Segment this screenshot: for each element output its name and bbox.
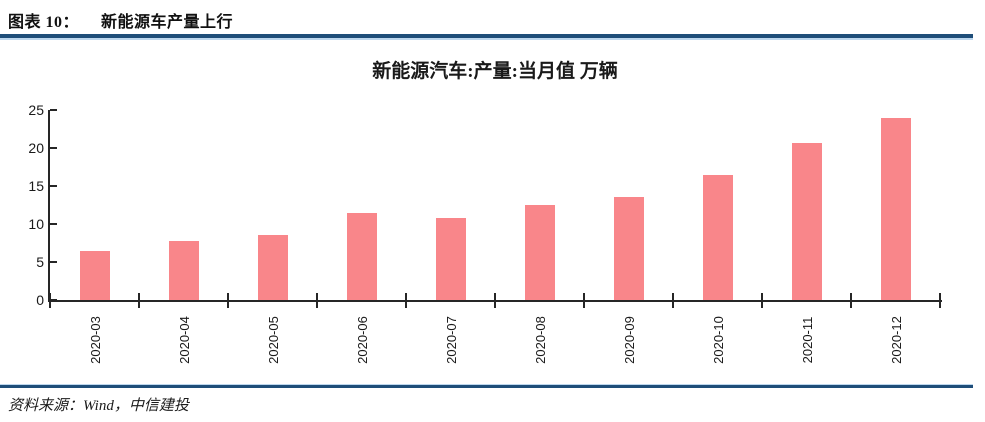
x-axis-label: 2020-09 xyxy=(621,316,636,364)
bar xyxy=(880,118,911,300)
x-axis-label: 2020-03 xyxy=(87,316,102,364)
x-axis-label: 2020-12 xyxy=(888,316,903,364)
bar xyxy=(791,142,822,300)
y-tick-label: 5 xyxy=(36,254,44,270)
y-axis-line xyxy=(48,110,50,302)
top-divider-highlight xyxy=(0,38,973,40)
y-tick xyxy=(50,261,57,263)
x-tick xyxy=(850,293,852,308)
y-tick-label: 20 xyxy=(28,140,44,156)
figure-number-label: 图表 10： xyxy=(8,14,80,31)
bar xyxy=(524,205,555,300)
x-tick xyxy=(672,293,674,308)
plot-area xyxy=(50,110,940,300)
x-axis-label: 2020-07 xyxy=(443,316,458,364)
x-tick xyxy=(49,293,51,308)
bottom-divider-highlight xyxy=(0,384,973,385)
bar xyxy=(702,174,733,300)
source-note: 资料来源：Wind，中信建投 xyxy=(8,398,189,414)
y-tick-label: 25 xyxy=(28,102,44,118)
x-tick xyxy=(583,293,585,308)
x-axis-label: 2020-08 xyxy=(532,316,547,364)
x-axis-label: 2020-10 xyxy=(710,316,725,364)
x-axis-label: 2020-06 xyxy=(354,316,369,364)
x-tick xyxy=(405,293,407,308)
bottom-divider-line xyxy=(0,385,973,388)
figure-header: 图表 10： 新能源车产量上行 xyxy=(8,8,233,32)
y-tick xyxy=(50,223,57,225)
bar xyxy=(346,213,377,300)
y-tick-label: 10 xyxy=(28,216,44,232)
bar xyxy=(79,251,110,300)
y-tick xyxy=(50,147,57,149)
bar xyxy=(435,217,466,300)
y-tick xyxy=(50,109,57,111)
x-tick xyxy=(316,293,318,308)
x-axis-label: 2020-11 xyxy=(799,316,814,364)
x-tick xyxy=(494,293,496,308)
x-axis-label: 2020-04 xyxy=(176,316,191,364)
x-tick xyxy=(939,293,941,308)
x-tick xyxy=(227,293,229,308)
y-tick-label: 0 xyxy=(36,292,44,308)
chart-title: 新能源汽车:产量:当月值 万辆 xyxy=(372,61,618,82)
top-divider-line xyxy=(0,34,973,38)
x-axis-label: 2020-05 xyxy=(265,316,280,364)
bar xyxy=(168,241,199,300)
bar xyxy=(257,235,288,300)
y-tick xyxy=(50,185,57,187)
bar xyxy=(613,196,644,300)
y-tick-label: 15 xyxy=(28,178,44,194)
figure-title: 新能源车产量上行 xyxy=(101,14,234,31)
x-tick xyxy=(138,293,140,308)
y-tick xyxy=(50,299,57,301)
x-tick xyxy=(761,293,763,308)
